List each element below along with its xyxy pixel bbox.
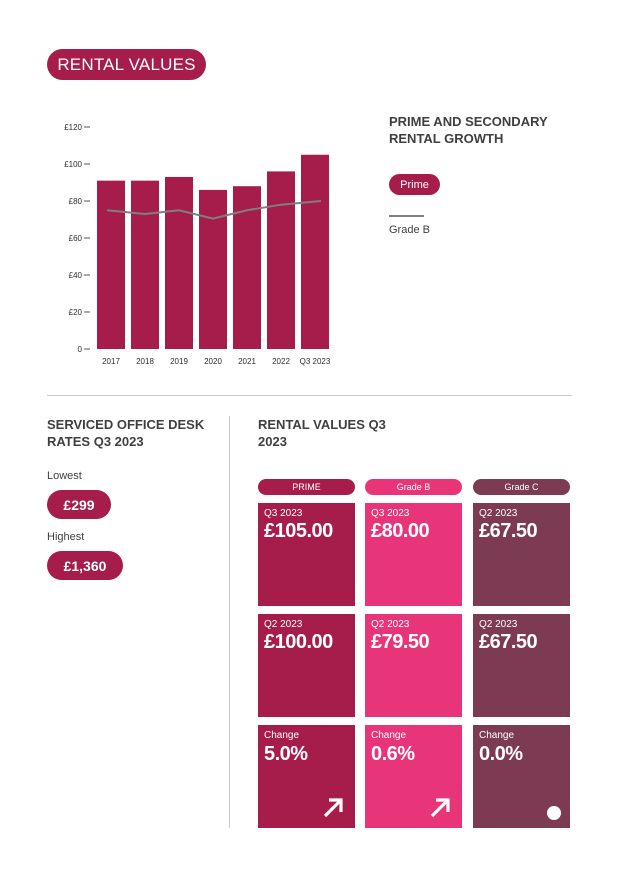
card-value: 0.0% [479, 743, 523, 765]
prime-q3-card: Q3 2023 £105.00 [258, 503, 355, 606]
card-value: 5.0% [264, 743, 308, 765]
bar-prime [301, 154, 329, 349]
y-tick-label: £80 [69, 197, 83, 206]
column-header-grade-c: Grade C [473, 479, 570, 495]
legend-prime-badge: Prime [389, 174, 440, 195]
card-value: £100.00 [264, 631, 333, 653]
x-tick-label: 2017 [102, 357, 120, 366]
x-tick-label: 2020 [204, 357, 222, 366]
card-value: 0.6% [371, 743, 415, 765]
card-label: Change [479, 730, 515, 741]
x-tick-label: 2022 [272, 357, 290, 366]
lowest-value-badge: £299 [47, 490, 111, 519]
y-tick-label: £20 [69, 308, 83, 317]
bar-prime [131, 180, 159, 349]
horizontal-divider [47, 395, 572, 396]
grade-c-q2-card: Q2 2023 £67.50 [473, 614, 570, 717]
highest-value-badge: £1,360 [47, 551, 123, 580]
prime-change-card: Change 5.0% [258, 725, 355, 828]
card-label: Q2 2023 [264, 619, 303, 630]
x-tick-label: Q3 2023 [300, 357, 331, 366]
legend-grade-b-label: Grade B [389, 224, 430, 236]
rental-values-title: RENTAL VALUES Q3 2023 [258, 417, 386, 449]
x-tick-label: 2019 [170, 357, 188, 366]
lowest-label: Lowest [47, 470, 82, 482]
prime-q2-card: Q2 2023 £100.00 [258, 614, 355, 717]
grade-b-q2-card: Q2 2023 £79.50 [365, 614, 462, 717]
dot-icon [547, 806, 561, 820]
column-header-grade-b: Grade B [365, 479, 462, 495]
bar-prime [267, 171, 295, 349]
card-value: £80.00 [371, 520, 430, 542]
y-tick-label: £100 [64, 160, 82, 169]
card-value: £67.50 [479, 520, 538, 542]
column-header-prime: PRIME [258, 479, 355, 495]
desk-rates-title: SERVICED OFFICE DESK RATES Q3 2023 [47, 417, 205, 449]
grade-c-q3-card: Q2 2023 £67.50 [473, 503, 570, 606]
card-value: £105.00 [264, 520, 333, 542]
bar-prime [97, 180, 125, 349]
chart-legend-title: PRIME AND SECONDARY RENTAL GROWTH [389, 114, 548, 146]
highest-label: Highest [47, 531, 85, 543]
bar-prime [165, 176, 193, 349]
arrow-up-right-icon [323, 798, 343, 818]
section-title-rental-values: RENTAL VALUES [47, 49, 206, 80]
arrow-up-right-icon [430, 798, 450, 818]
card-label: Q3 2023 [264, 508, 303, 519]
card-label: Q2 2023 [371, 619, 410, 630]
x-tick-label: 2021 [238, 357, 256, 366]
grade-b-q3-card: Q3 2023 £80.00 [365, 503, 462, 606]
bar-prime [199, 189, 227, 349]
rental-growth-chart: £120 £100 £80 £60 £40 £20 0 2017 2018 2019 2020 202… [64, 123, 331, 366]
card-label: Change [371, 730, 407, 741]
card-label: Change [264, 730, 300, 741]
vertical-divider [229, 416, 230, 828]
legend-grade-b-line [389, 215, 424, 217]
y-tick-label: 0 [78, 345, 83, 354]
card-label: Q2 2023 [479, 619, 518, 630]
card-label: Q3 2023 [371, 508, 410, 519]
grade-c-change-card: Change 0.0% [473, 725, 570, 828]
grade-b-change-card: Change 0.6% [365, 725, 462, 828]
y-tick-label: £60 [69, 234, 83, 243]
card-value: £79.50 [371, 631, 430, 653]
y-tick-label: £120 [64, 123, 82, 132]
card-label: Q2 2023 [479, 508, 518, 519]
line-grade-b [106, 200, 322, 220]
x-tick-label: 2018 [136, 357, 154, 366]
card-value: £67.50 [479, 631, 538, 653]
y-tick-label: £40 [69, 271, 83, 280]
